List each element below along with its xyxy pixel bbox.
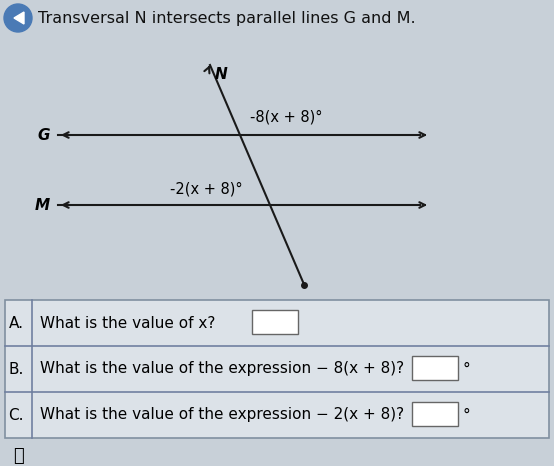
Text: What is the value of the expression − 2(x + 8)?: What is the value of the expression − 2(…: [40, 407, 404, 423]
Bar: [412, 356, 458, 380]
Circle shape: [4, 4, 32, 32]
Bar: [252, 310, 298, 334]
Bar: [0, 438, 554, 466]
Bar: [412, 402, 458, 426]
Text: Transversal N intersects parallel lines G and M.: Transversal N intersects parallel lines …: [38, 11, 416, 26]
Text: °: °: [462, 362, 470, 377]
Text: -2(x + 8)°: -2(x + 8)°: [170, 182, 243, 197]
Text: G: G: [38, 128, 50, 143]
Text: What is the value of x?: What is the value of x?: [40, 315, 216, 330]
Text: 🖥: 🖥: [13, 447, 23, 465]
Text: -8(x + 8)°: -8(x + 8)°: [250, 110, 322, 125]
Text: What is the value of the expression − 8(x + 8)?: What is the value of the expression − 8(…: [40, 362, 404, 377]
Text: N: N: [215, 67, 228, 82]
Bar: [5, 300, 549, 438]
Text: C.: C.: [8, 407, 24, 423]
Text: M: M: [35, 198, 50, 212]
Text: °: °: [462, 407, 470, 423]
Text: A.: A.: [8, 315, 23, 330]
Polygon shape: [14, 12, 24, 24]
Text: B.: B.: [8, 362, 24, 377]
